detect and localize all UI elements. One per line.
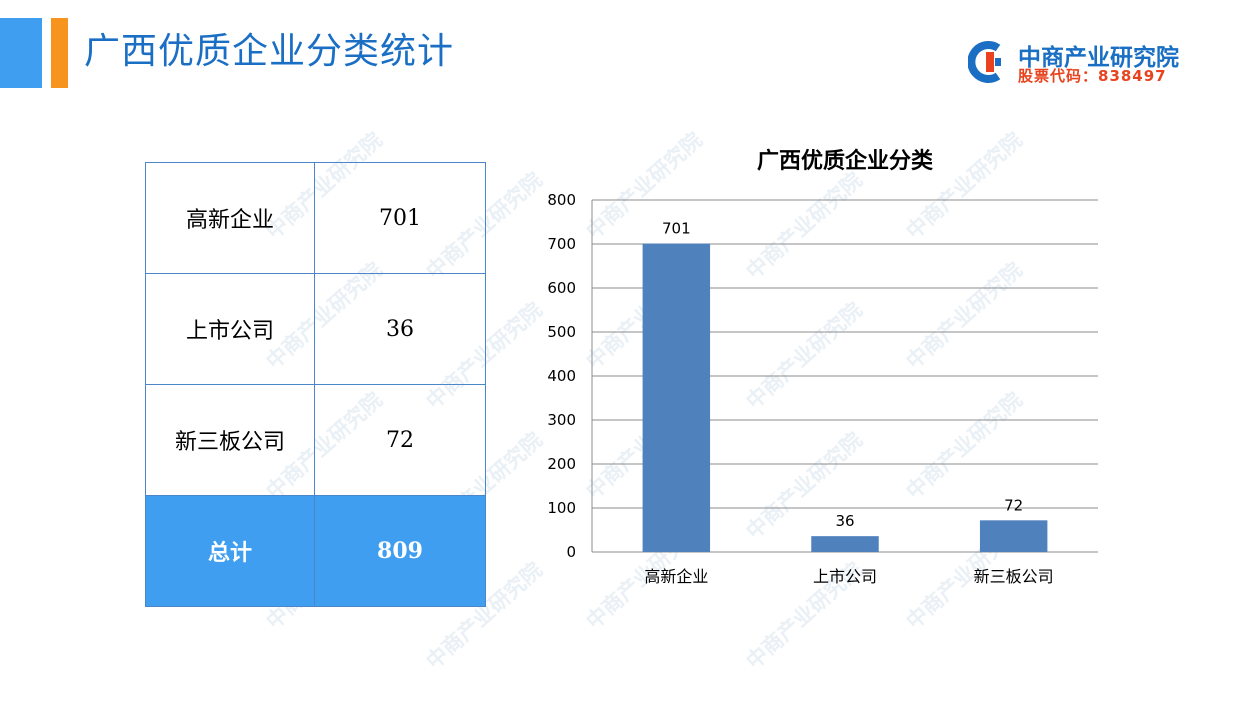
bar-data-label: 72: [1004, 496, 1023, 514]
table-total-row: 总计 809: [145, 495, 486, 607]
brand-block: 中商产业研究院 股票代码：838497: [968, 36, 1198, 88]
bar-data-label: 701: [662, 220, 691, 238]
table-cell-value: 36: [314, 273, 486, 385]
brand-name: 中商产业研究院: [1018, 45, 1179, 71]
chart-data-labels: 701 36 72: [662, 220, 1023, 531]
bar: [811, 536, 879, 552]
bar-chart: 广西优质企业分类 0 100 200 300 400 500 600 700 800 701 36…: [547, 148, 1098, 586]
x-tick-label: 上市公司: [813, 567, 877, 586]
y-tick-label: 400: [547, 367, 576, 385]
header-accent-bar-blue: [0, 18, 42, 88]
table-cell-label: 高新企业: [145, 162, 315, 274]
chart-title: 广西优质企业分类: [757, 148, 934, 174]
chart-x-axis: 高新企业 上市公司 新三板公司: [644, 567, 1053, 586]
y-tick-label: 700: [547, 235, 576, 253]
y-tick-label: 500: [547, 323, 576, 341]
table-cell-value: 701: [314, 162, 486, 274]
table-cell-value: 72: [314, 384, 486, 496]
y-tick-label: 300: [547, 411, 576, 429]
x-tick-label: 高新企业: [644, 567, 708, 586]
chart-bars: [642, 243, 1048, 552]
table-row: 上市公司 36: [145, 273, 486, 385]
x-tick-label: 新三板公司: [974, 567, 1054, 586]
y-tick-label: 100: [547, 499, 576, 517]
bar: [979, 520, 1048, 552]
zhongshang-c-logo-icon: [968, 41, 1001, 83]
page-title: 广西优质企业分类统计: [84, 31, 455, 72]
y-tick-label: 200: [547, 455, 576, 473]
header-accent-bar-orange: [51, 18, 68, 88]
brand-stock-code: 股票代码：838497: [1018, 67, 1167, 85]
table-row: 高新企业 701: [145, 162, 486, 274]
table-cell-label: 新三板公司: [145, 384, 315, 496]
table-total-value: 809: [314, 495, 486, 607]
y-tick-label: 600: [547, 279, 576, 297]
summary-table: 高新企业 701 上市公司 36 新三板公司 72 总计 809: [145, 162, 486, 607]
bar: [642, 243, 711, 552]
y-tick-label: 0: [566, 543, 576, 561]
table-total-label: 总计: [145, 495, 315, 607]
y-tick-label: 800: [547, 191, 576, 209]
chart-y-axis: 0 100 200 300 400 500 600 700 800: [547, 191, 593, 561]
table-row: 新三板公司 72: [145, 384, 486, 496]
table-cell-label: 上市公司: [145, 273, 315, 385]
bar-data-label: 36: [835, 512, 854, 530]
